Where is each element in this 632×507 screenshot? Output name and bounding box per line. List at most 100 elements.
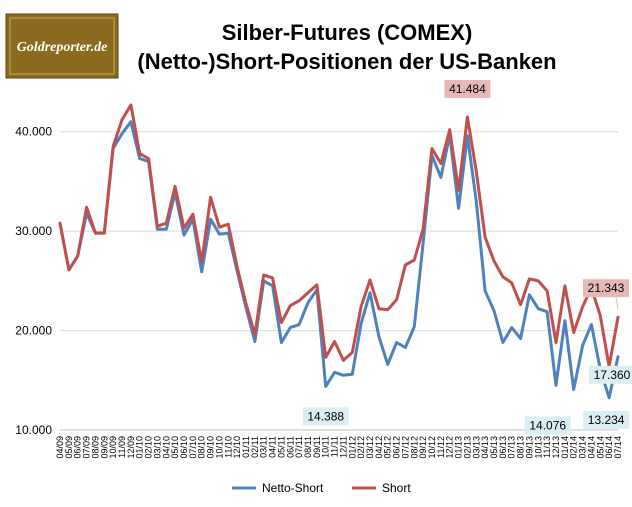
x-tick-label: 10/10 (214, 436, 224, 459)
x-tick-label: 10/11 (321, 436, 331, 458)
callout-box (444, 79, 491, 98)
x-tick-label: 07/11 (294, 436, 304, 458)
callout: 14.076 (524, 416, 571, 435)
x-tick-label: 05/14 (595, 436, 605, 459)
x-tick-label: 02/10 (144, 436, 154, 459)
x-tick-label: 07/12 (400, 436, 410, 459)
callout-label: 14.076 (529, 418, 566, 432)
x-tick-label: 09/12 (418, 436, 428, 459)
x-tick-label: 12/11 (338, 436, 348, 458)
x-tick-label: 01/14 (560, 436, 570, 459)
logo-text: Goldreporter.de (17, 40, 108, 55)
x-tick-label: 01/12 (347, 436, 357, 459)
x-tick-label: 08/11 (303, 436, 313, 458)
x-tick-label: 06/11 (285, 436, 295, 458)
x-tick-label: 02/13 (462, 436, 472, 459)
x-tick-label: 05/09 (64, 436, 74, 459)
x-tick-label: 06/12 (392, 436, 402, 459)
series-line-short (58, 103, 620, 368)
x-tick-label: 01/13 (454, 436, 464, 459)
x-tick-label: 06/14 (604, 436, 614, 459)
x-tick-label: 09/13 (524, 436, 534, 459)
x-tick-label: 06/10 (179, 436, 189, 459)
x-tick-label: 11/13 (542, 436, 552, 458)
x-tick-label: 05/11 (276, 436, 286, 458)
x-tick-label: 05/12 (383, 436, 393, 459)
x-tick-label: 02/11 (250, 436, 260, 458)
callout-box (583, 279, 629, 298)
callout-box (302, 407, 349, 426)
x-tick-label: 04/14 (586, 436, 596, 459)
logo-inner-frame (9, 17, 115, 75)
callout: 14.388 (302, 407, 349, 426)
x-axis-ticks: 04/0905/0906/0907/0908/0909/0910/0911/09… (55, 436, 623, 459)
x-tick-label: 04/13 (480, 436, 490, 459)
chart-title: Silber-Futures (COMEX) (222, 20, 473, 45)
x-tick-label: 12/10 (232, 436, 242, 459)
legend-label-netto-short: Netto-Short (262, 481, 324, 495)
x-tick-label: 10/13 (533, 436, 543, 459)
x-tick-label: 04/12 (374, 436, 384, 459)
callout: 13.234 (583, 410, 630, 429)
x-tick-label: 02/14 (569, 436, 579, 459)
callout-label: 13.234 (588, 413, 625, 427)
x-tick-label: 01/10 (135, 436, 145, 459)
x-tick-label: 11/10 (223, 436, 233, 458)
x-tick-label: 06/09 (73, 436, 83, 459)
x-tick-label: 08/09 (90, 436, 100, 459)
callout-label: 14.388 (307, 409, 344, 423)
callout: 21.343 (583, 279, 629, 310)
legend-label-short: Short (382, 481, 411, 495)
callout: 17.360 (589, 365, 632, 384)
x-tick-label: 12/12 (445, 436, 455, 459)
callout-box (524, 416, 571, 435)
x-tick-label: 06/13 (498, 436, 508, 459)
x-tick-label: 03/14 (578, 436, 588, 459)
y-tick-label: 30.000 (15, 224, 52, 238)
y-tick-label: 20.000 (15, 324, 52, 338)
x-tick-label: 09/11 (312, 436, 322, 458)
x-tick-label: 11/09 (117, 436, 127, 458)
callout-box (583, 410, 630, 429)
chart-subtitle: (Netto-)Short-Positionen der US-Banken (137, 49, 556, 74)
x-tick-label: 08/13 (516, 436, 526, 459)
x-tick-label: 04/10 (161, 436, 171, 459)
x-tick-label: 03/13 (471, 436, 481, 459)
x-tick-label: 11/12 (436, 436, 446, 458)
x-tick-label: 03/12 (365, 436, 375, 459)
y-axis-ticks: 10.000 20.000 30.000 40.000 (15, 125, 52, 437)
x-tick-label: 09/09 (99, 436, 109, 459)
callout: 41.484 (444, 79, 491, 98)
x-tick-label: 03/10 (152, 436, 162, 459)
logo: Goldreporter.de (5, 13, 119, 79)
series (58, 103, 620, 400)
x-tick-label: 07/09 (82, 436, 92, 459)
logo-background (5, 13, 119, 79)
x-tick-label: 04/09 (55, 436, 65, 459)
x-tick-label: 12/13 (551, 436, 561, 459)
callout-box (589, 365, 632, 384)
annotations: 41.484 14.388 14.076 17.360 21.343 13.234 (302, 79, 632, 435)
series-line-netto-short (58, 120, 620, 400)
y-tick-label: 10.000 (15, 423, 52, 437)
x-tick-label: 05/10 (170, 436, 180, 459)
callout-label: 41.484 (449, 82, 486, 96)
x-tick-label: 12/09 (126, 436, 136, 459)
x-tick-label: 07/14 (613, 436, 623, 459)
x-tick-label: 10/12 (427, 436, 437, 459)
callout-label: 21.343 (588, 281, 625, 295)
x-tick-label: 05/13 (489, 436, 499, 459)
legend: Netto-Short Short (232, 481, 411, 495)
x-tick-label: 10/09 (108, 436, 118, 459)
callout-leader (615, 297, 619, 310)
x-tick-label: 11/11 (330, 436, 340, 457)
callout-label: 17.360 (594, 368, 631, 382)
x-tick-label: 01/11 (241, 436, 251, 458)
x-tick-label: 04/11 (268, 436, 278, 458)
x-tick-label: 08/12 (409, 436, 419, 459)
x-tick-label: 07/10 (188, 436, 198, 459)
y-tick-label: 40.000 (15, 125, 52, 139)
x-tick-label: 09/10 (206, 436, 216, 459)
